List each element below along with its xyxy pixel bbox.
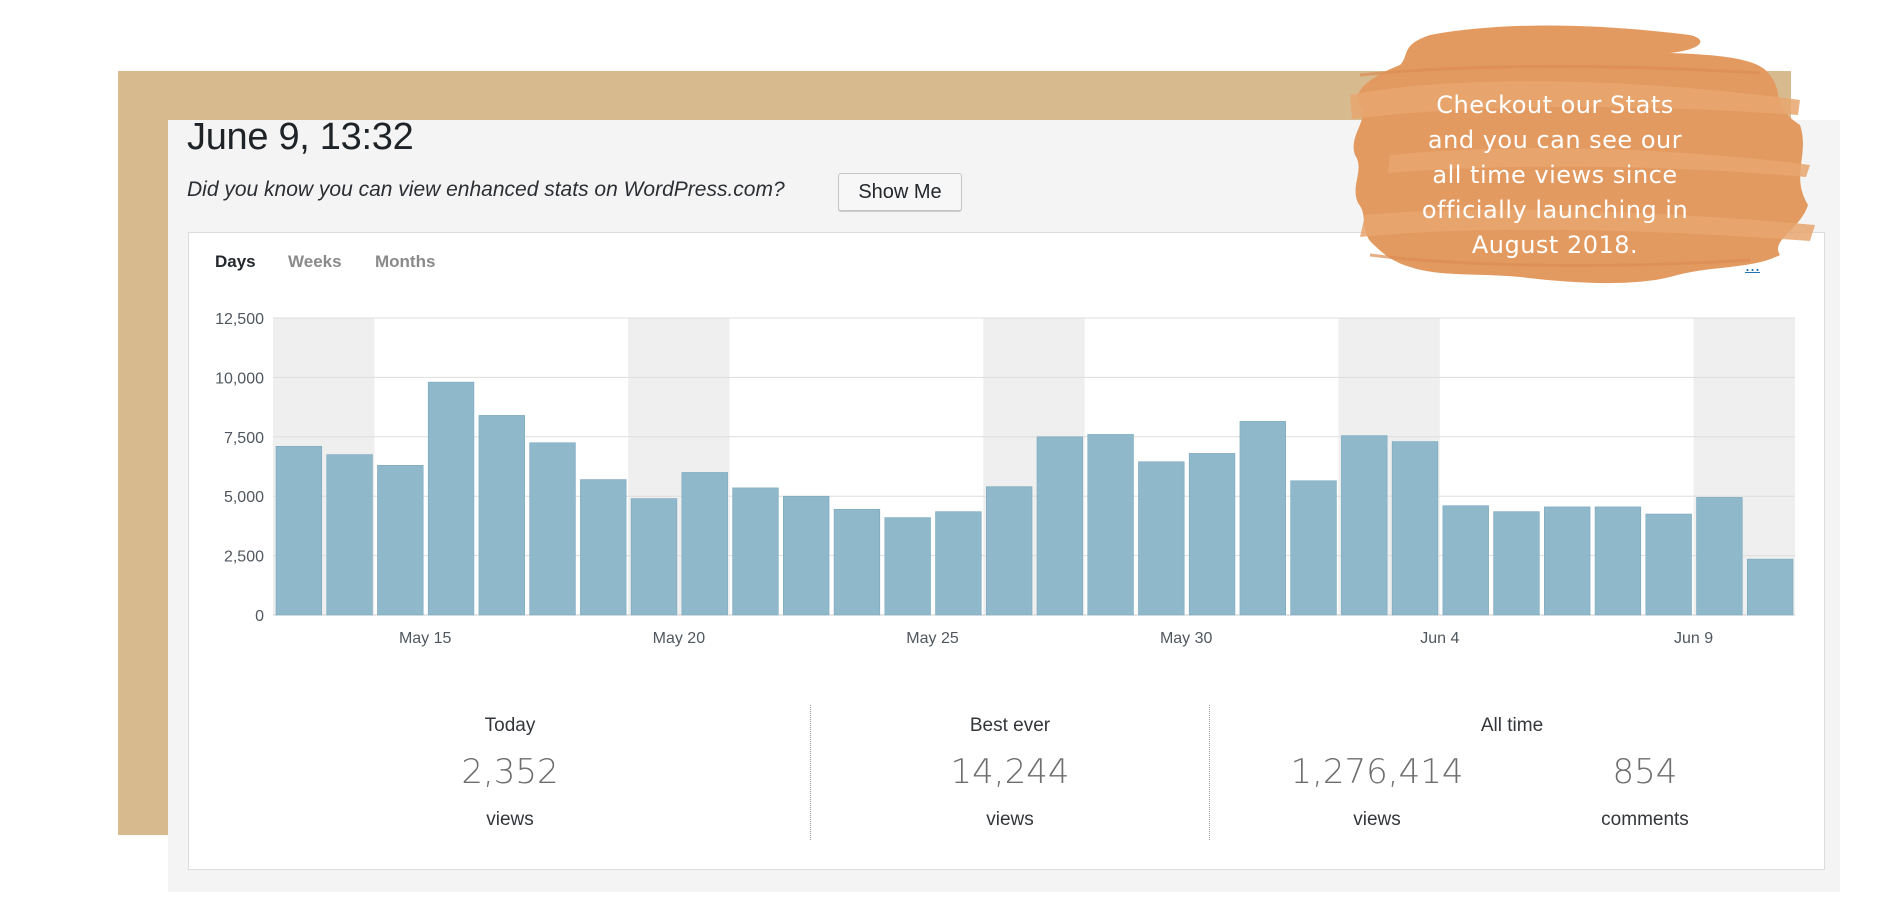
bar <box>1341 435 1388 616</box>
y-tick-label: 2,500 <box>224 549 264 566</box>
bar <box>1442 505 1489 616</box>
today-label: Today <box>484 715 536 736</box>
y-tick-label: 12,500 <box>215 311 264 328</box>
views-bar-chart: 0 2,500 5,000 7,500 10,000 12,500 May 15 May 20… <box>215 311 1795 647</box>
bar <box>1138 461 1185 616</box>
tab-days[interactable]: Days <box>215 252 256 271</box>
all-time-comments-unit: comments <box>1601 809 1689 830</box>
bar <box>1645 513 1692 616</box>
bar <box>1696 497 1743 616</box>
x-tick-label: May 20 <box>653 630 706 647</box>
today-views-unit: views <box>486 809 534 830</box>
bar <box>732 487 779 616</box>
y-tick-label: 10,000 <box>215 370 264 387</box>
bar <box>884 517 931 616</box>
all-time-views-value: 1,276,414 <box>1290 752 1464 792</box>
bar <box>1594 506 1642 616</box>
all-time-views-unit: views <box>1353 809 1401 830</box>
note-line: and you can see our <box>1427 126 1683 154</box>
summary-divider <box>810 705 811 840</box>
x-tick-label: May 15 <box>399 630 452 647</box>
x-tick-label: Jun 4 <box>1420 630 1459 647</box>
bar <box>275 446 323 616</box>
brush-stroke-annotation <box>1350 25 1815 284</box>
bar <box>529 442 576 616</box>
bar <box>1036 436 1084 616</box>
bar <box>580 479 627 616</box>
best-ever-unit: views <box>986 809 1034 830</box>
bar <box>1087 434 1134 616</box>
enhanced-stats-notice: Did you know you can view enhanced stats… <box>187 178 785 201</box>
note-line: all time views since <box>1432 161 1678 189</box>
tab-weeks[interactable]: Weeks <box>288 252 342 271</box>
bar <box>377 465 424 616</box>
x-tick-label: May 25 <box>906 630 959 647</box>
bar <box>326 454 373 616</box>
bar <box>427 381 475 616</box>
all-time-label: All time <box>1480 715 1544 736</box>
bar <box>833 508 881 616</box>
x-tick-label: Jun 9 <box>1674 630 1713 647</box>
summary-divider <box>1209 705 1210 840</box>
tab-months[interactable]: Months <box>375 252 436 271</box>
bar <box>985 486 1033 616</box>
bar <box>935 511 982 616</box>
all-time-comments-value: 854 <box>1612 752 1678 792</box>
bar <box>478 415 525 616</box>
bar <box>1188 453 1236 616</box>
bar <box>1493 511 1540 616</box>
bar <box>1239 421 1286 616</box>
y-tick-label: 7,500 <box>224 430 264 447</box>
annotation-note: Checkout our Stats and you can see our a… <box>1390 88 1720 263</box>
y-tick-label: 5,000 <box>224 489 264 506</box>
note-line: Checkout our Stats <box>1436 91 1674 119</box>
note-line: officially launching in <box>1421 196 1689 224</box>
bar <box>1746 558 1794 616</box>
page-title: June 9, 13:32 <box>187 116 414 158</box>
best-ever-value: 14,244 <box>950 752 1070 792</box>
x-tick-label: May 30 <box>1160 630 1213 647</box>
note-line: August 2018. <box>1471 231 1639 259</box>
bar <box>783 495 830 616</box>
best-ever-label: Best ever <box>969 715 1051 736</box>
show-me-button[interactable]: Show Me <box>838 173 962 211</box>
bar <box>1290 480 1337 616</box>
bar <box>630 498 678 616</box>
today-views-value: 2,352 <box>461 752 559 792</box>
bar <box>681 472 728 616</box>
bar <box>1391 441 1439 616</box>
y-tick-label: 0 <box>255 608 264 625</box>
bar <box>1544 506 1591 616</box>
